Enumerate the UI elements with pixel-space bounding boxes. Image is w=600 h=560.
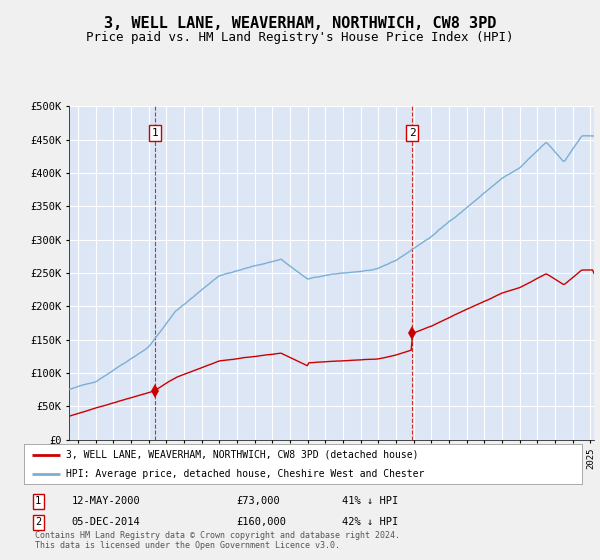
Text: Contains HM Land Registry data © Crown copyright and database right 2024.
This d: Contains HM Land Registry data © Crown c… — [35, 531, 400, 550]
Text: 41% ↓ HPI: 41% ↓ HPI — [342, 496, 398, 506]
Text: 05-DEC-2014: 05-DEC-2014 — [71, 517, 140, 527]
Text: £73,000: £73,000 — [236, 496, 280, 506]
Text: 2: 2 — [409, 128, 416, 138]
Text: HPI: Average price, detached house, Cheshire West and Chester: HPI: Average price, detached house, Ches… — [66, 469, 424, 479]
Text: 3, WELL LANE, WEAVERHAM, NORTHWICH, CW8 3PD (detached house): 3, WELL LANE, WEAVERHAM, NORTHWICH, CW8 … — [66, 450, 418, 460]
Text: Price paid vs. HM Land Registry's House Price Index (HPI): Price paid vs. HM Land Registry's House … — [86, 31, 514, 44]
Text: 42% ↓ HPI: 42% ↓ HPI — [342, 517, 398, 527]
Text: £160,000: £160,000 — [236, 517, 286, 527]
Text: 1: 1 — [152, 128, 158, 138]
Text: 3, WELL LANE, WEAVERHAM, NORTHWICH, CW8 3PD: 3, WELL LANE, WEAVERHAM, NORTHWICH, CW8 … — [104, 16, 496, 31]
Text: 1: 1 — [35, 496, 41, 506]
Text: 2: 2 — [35, 517, 41, 527]
Text: 12-MAY-2000: 12-MAY-2000 — [71, 496, 140, 506]
